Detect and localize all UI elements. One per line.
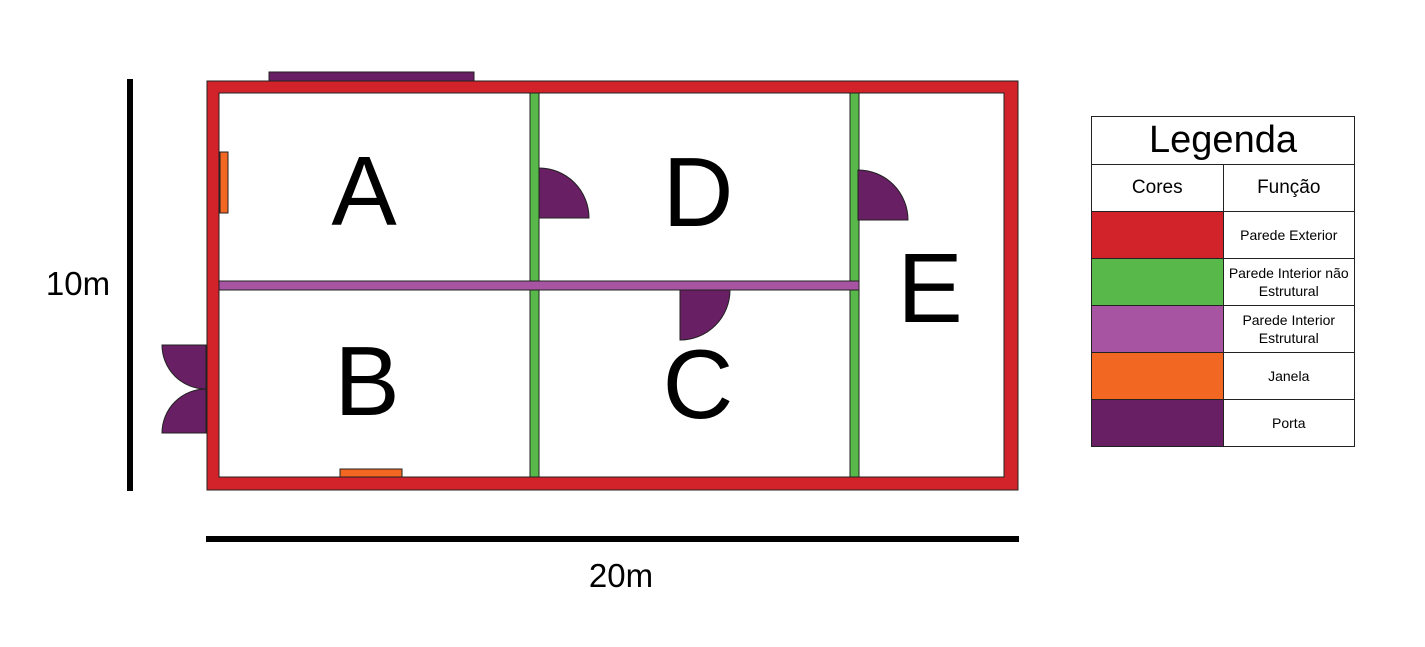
window-room-a bbox=[219, 151, 229, 214]
legend-label-exterior-wall: Parede Exterior bbox=[1222, 211, 1355, 259]
legend-table: Legenda Cores Função Parede Exterior Par… bbox=[1091, 116, 1355, 447]
legend-label-interior-nonstructural: Parede Interior não Estrutural bbox=[1222, 258, 1355, 306]
legend-swatch-exterior-wall bbox=[1091, 211, 1224, 259]
height-dimension-label: 10m bbox=[46, 265, 110, 302]
legend-title: Legenda bbox=[1091, 116, 1355, 165]
width-dimension-bar bbox=[206, 536, 1019, 542]
legend-row-interior-nonstructural: Parede Interior não Estrutural bbox=[1091, 258, 1355, 306]
height-dimension-bar bbox=[127, 79, 133, 491]
structural-wall bbox=[218, 280, 860, 291]
legend-swatch-interior-structural bbox=[1091, 305, 1224, 353]
door-room-c bbox=[679, 289, 731, 341]
legend-row-window: Janela bbox=[1091, 352, 1355, 400]
window-room-b bbox=[339, 468, 403, 478]
room-label-d: D bbox=[663, 137, 734, 247]
front-door-top bbox=[268, 71, 475, 82]
legend-label-interior-structural: Parede Interior Estrutural bbox=[1222, 305, 1355, 353]
legend-swatch-window bbox=[1091, 352, 1224, 400]
entrance-door-upper bbox=[161, 344, 207, 390]
door-room-e bbox=[857, 169, 909, 221]
room-label-e: E bbox=[897, 233, 962, 343]
legend-row-exterior-wall: Parede Exterior bbox=[1091, 211, 1355, 259]
room-label-c: C bbox=[663, 329, 734, 439]
entrance-door-lower bbox=[161, 388, 207, 434]
legend-swatch-interior-nonstructural bbox=[1091, 258, 1224, 306]
room-label-b: B bbox=[334, 326, 399, 436]
legend-swatch-door bbox=[1091, 399, 1224, 447]
width-dimension-label: 20m bbox=[589, 557, 653, 594]
room-label-a: A bbox=[331, 136, 397, 246]
legend-row-door: Porta bbox=[1091, 399, 1355, 447]
legend-label-window: Janela bbox=[1222, 352, 1355, 400]
door-room-d bbox=[538, 167, 590, 219]
legend-label-door: Porta bbox=[1222, 399, 1355, 447]
legend-row-interior-structural: Parede Interior Estrutural bbox=[1091, 305, 1355, 353]
legend-header-function: Função bbox=[1222, 164, 1355, 212]
legend-header-colors: Cores bbox=[1091, 164, 1224, 212]
